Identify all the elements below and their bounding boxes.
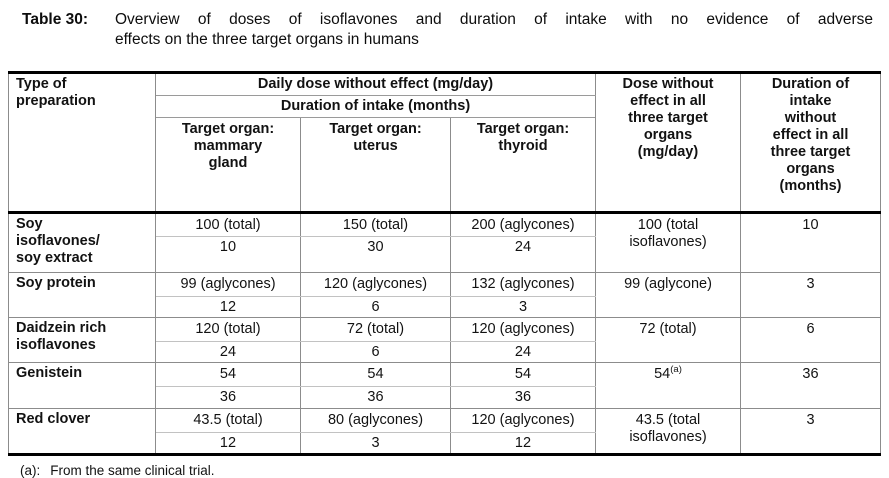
- cell-dose-thyroid: 120 (aglycones): [450, 408, 596, 433]
- cell-duration-thyroid: 24: [450, 236, 596, 273]
- cell-duration-uterus: 6: [300, 341, 451, 363]
- header-dose-all-organs: Dose without effect in all three target …: [595, 72, 741, 214]
- table-row-duration: 12 6 3: [9, 296, 881, 318]
- table-row: Soy protein 99 (aglycones) 120 (aglycone…: [8, 272, 881, 318]
- table-row: Red clover 43.5 (total) 80 (aglycones) 1…: [8, 408, 881, 455]
- header-organ-mammary: Target organ: mammary gland: [155, 117, 301, 214]
- caption-line-2: effects on the three target organs in hu…: [115, 31, 419, 48]
- table-number-label: Table 30:: [22, 11, 89, 28]
- cell-duration-all: 6: [740, 317, 881, 363]
- caption-line-1: Overview of doses of isoflavones and dur…: [115, 11, 873, 28]
- cell-preparation: Red clover: [8, 408, 156, 455]
- table-caption: Table 30: Overview of doses of isoflavon…: [22, 10, 879, 50]
- table-row: Genistein 54 54 54 54(a) 36: [8, 362, 881, 409]
- cell-dose-all: 99 (aglycone): [595, 272, 741, 318]
- cell-duration-mammary: 24: [155, 341, 301, 363]
- footnote-marker: (a): [670, 364, 682, 376]
- cell-preparation: Soy protein: [8, 272, 156, 318]
- footnote-label: (a):: [20, 463, 41, 478]
- dose-all-value: 54: [654, 366, 671, 382]
- header-duration-of-intake: Duration of intake (months): [155, 95, 596, 118]
- cell-dose-uterus: 54: [300, 362, 451, 387]
- cell-dose-thyroid: 120 (aglycones): [450, 317, 596, 342]
- table-row-duration: 12 3 12: [9, 432, 881, 455]
- cell-dose-all: 100 (total isoflavones): [595, 212, 741, 273]
- header-daily-dose: Daily dose without effect (mg/day): [155, 72, 596, 96]
- header-organ-uterus: Target organ: uterus: [300, 117, 451, 214]
- cell-duration-all: 3: [740, 272, 881, 318]
- cell-duration-thyroid: 24: [450, 341, 596, 363]
- table-row-duration: 10 30 24: [9, 236, 881, 273]
- table-caption-text: Overview of doses of isoflavones and dur…: [115, 10, 879, 50]
- cell-preparation: Soy isoflavones/ soy extract: [8, 212, 156, 273]
- cell-duration-uterus: 6: [300, 296, 451, 318]
- cell-duration-all: 10: [740, 212, 881, 273]
- table-header: Type of preparation Daily dose without e…: [8, 72, 881, 214]
- table-footnote: (a): From the same clinical trial.: [20, 463, 889, 478]
- cell-dose-uterus: 150 (total): [300, 212, 451, 237]
- cell-preparation: Daidzein rich isoflavones: [8, 317, 156, 363]
- table-row: Daidzein rich isoflavones 120 (total) 72…: [8, 317, 881, 363]
- footnote-text: From the same clinical trial.: [50, 463, 215, 478]
- cell-dose-thyroid: 200 (aglycones): [450, 212, 596, 237]
- cell-duration-mammary: 10: [155, 236, 301, 273]
- header-duration-all-organs: Duration of intake without effect in all…: [740, 72, 881, 214]
- cell-dose-uterus: 72 (total): [300, 317, 451, 342]
- table-row-duration: 24 6 24: [9, 341, 881, 363]
- cell-duration-uterus: 30: [300, 236, 451, 273]
- table-row: Soy isoflavones/ soy extract 100 (total)…: [8, 212, 881, 273]
- cell-duration-mammary: 36: [155, 386, 301, 409]
- cell-duration-all: 36: [740, 362, 881, 409]
- cell-duration-uterus: 3: [300, 432, 451, 455]
- isoflavone-dose-table: Type of preparation Daily dose without e…: [8, 71, 881, 456]
- cell-dose-mammary: 120 (total): [155, 317, 301, 342]
- header-organ-thyroid: Target organ: thyroid: [450, 117, 596, 214]
- cell-dose-mammary: 43.5 (total): [155, 408, 301, 433]
- header-type-of-preparation: Type of preparation: [8, 72, 156, 214]
- cell-dose-mammary: 100 (total): [155, 212, 301, 237]
- cell-dose-uterus: 80 (aglycones): [300, 408, 451, 433]
- cell-duration-thyroid: 3: [450, 296, 596, 318]
- cell-dose-mammary: 99 (aglycones): [155, 272, 301, 297]
- cell-preparation: Genistein: [8, 362, 156, 409]
- cell-duration-mammary: 12: [155, 296, 301, 318]
- table-row-duration: 36 36 36: [9, 386, 881, 409]
- cell-dose-uterus: 120 (aglycones): [300, 272, 451, 297]
- cell-dose-all: 54(a): [595, 362, 741, 409]
- cell-duration-thyroid: 12: [450, 432, 596, 455]
- cell-dose-mammary: 54: [155, 362, 301, 387]
- cell-duration-uterus: 36: [300, 386, 451, 409]
- cell-duration-thyroid: 36: [450, 386, 596, 409]
- cell-duration-all: 3: [740, 408, 881, 455]
- cell-duration-mammary: 12: [155, 432, 301, 455]
- cell-dose-thyroid: 54: [450, 362, 596, 387]
- cell-dose-thyroid: 132 (aglycones): [450, 272, 596, 297]
- cell-dose-all: 72 (total): [595, 317, 741, 363]
- cell-dose-all: 43.5 (total isoflavones): [595, 408, 741, 455]
